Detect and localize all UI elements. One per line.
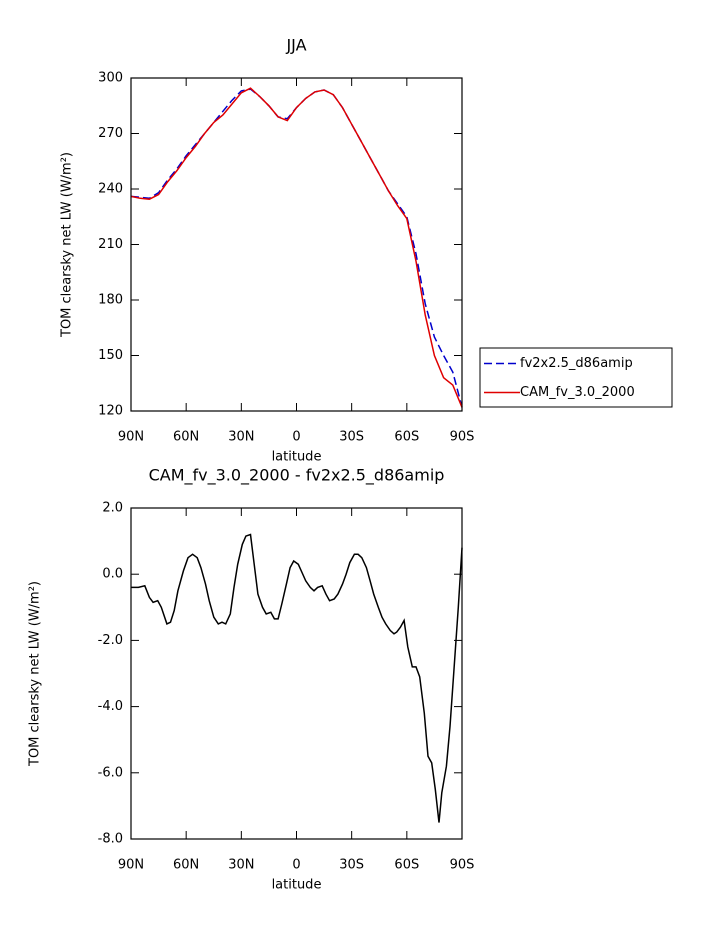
x-tick-label: 90N	[118, 430, 144, 445]
x-tick-label: 90S	[450, 430, 475, 445]
y-tick-label: 2.0	[102, 501, 123, 516]
x-tick-label: 90N	[118, 858, 144, 873]
plot-frame	[130, 77, 463, 412]
y-axis-label: TOM clearsky net LW (W/m²)	[28, 581, 43, 767]
y-tick-label: 300	[98, 71, 123, 86]
legend-label: fv2x2.5_d86amip	[520, 356, 633, 371]
x-tick-label: 60N	[173, 430, 199, 445]
x-tick-label: 0	[292, 430, 300, 445]
y-axis-label: TOM clearsky net LW (W/m²)	[60, 152, 75, 338]
y-tick-label: 180	[98, 293, 123, 308]
x-axis-label: latitude	[272, 878, 322, 893]
x-tick-label: 60S	[394, 430, 419, 445]
y-tick-label: 240	[98, 182, 123, 197]
y-tick-label: -4.0	[98, 699, 123, 714]
legend-label: CAM_fv_3.0_2000	[520, 385, 635, 400]
y-tick-label: -6.0	[98, 765, 123, 780]
x-tick-label: 30N	[228, 858, 254, 873]
y-tick-label: 120	[98, 404, 123, 419]
chart-title: JJA	[285, 36, 306, 55]
x-tick-label: 0	[292, 858, 300, 873]
y-tick-label: 270	[98, 126, 123, 141]
y-tick-label: -2.0	[98, 633, 123, 648]
x-tick-label: 60S	[394, 858, 419, 873]
legend-box	[479, 347, 673, 408]
data-line	[130, 88, 463, 408]
x-tick-label: 30N	[228, 430, 254, 445]
x-tick-label: 30S	[339, 858, 364, 873]
data-line	[130, 87, 463, 408]
x-tick-label: 60N	[173, 858, 199, 873]
chart-title: CAM_fv_3.0_2000 - fv2x2.5_d86amip	[149, 466, 445, 486]
y-tick-label: 0.0	[102, 567, 123, 582]
y-tick-label: -8.0	[98, 832, 123, 847]
x-tick-label: 30S	[339, 430, 364, 445]
y-tick-label: 150	[98, 348, 123, 363]
data-line	[131, 533, 463, 823]
x-tick-label: 90S	[450, 858, 475, 873]
x-axis-label: latitude	[272, 450, 322, 465]
plot-frame	[130, 507, 463, 840]
y-tick-label: 210	[98, 237, 123, 252]
